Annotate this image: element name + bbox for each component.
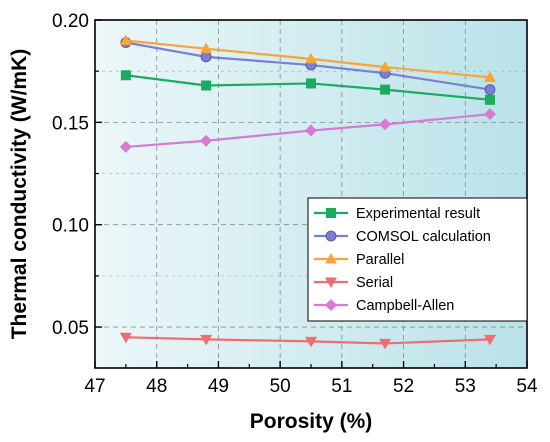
data-point [379, 338, 392, 350]
x-tick-label: 52 [393, 376, 414, 397]
x-tick-label: 49 [208, 376, 229, 397]
data-point [200, 134, 213, 147]
legend-label: Experimental result [356, 206, 480, 222]
y-axis-title: Thermal conductivity (W/mK) [8, 49, 31, 340]
data-point [379, 61, 392, 72]
x-tick-label: 48 [146, 376, 167, 397]
legend-label: COMSOL calculation [356, 229, 491, 245]
legend-item-serial: Serial [314, 275, 393, 291]
series-campbell-allen [119, 108, 496, 153]
data-point [201, 80, 212, 91]
legend-marker [325, 253, 337, 264]
x-tick-label: 51 [331, 376, 352, 397]
data-point [200, 42, 213, 54]
data-point [200, 334, 213, 346]
data-point [483, 71, 496, 82]
data-point [380, 84, 391, 95]
legend-marker [325, 277, 337, 288]
data-point [200, 51, 212, 63]
legend-item-comsol-calculation: COMSOL calculation [314, 229, 491, 245]
legend-label: Serial [356, 275, 393, 291]
legend-marker [325, 230, 337, 242]
y-tick-label: 0.10 [52, 216, 89, 237]
series-experimental-result [120, 70, 495, 105]
data-point [483, 108, 496, 121]
data-point [483, 334, 496, 346]
data-point [306, 78, 316, 89]
x-tick-label: 54 [516, 376, 538, 397]
y-tick-label: 0.05 [52, 318, 89, 339]
x-tick-label: 47 [84, 376, 105, 397]
legend-label: Parallel [356, 252, 404, 268]
data-point [119, 332, 132, 344]
data-point [119, 34, 132, 45]
x-tick-label: 50 [270, 376, 291, 397]
data-point [120, 70, 131, 81]
series-serial [119, 332, 496, 350]
data-point [484, 94, 495, 105]
y-tick-label: 0.15 [52, 113, 89, 134]
data-point [119, 140, 132, 153]
x-tick-label: 53 [455, 376, 476, 397]
legend-marker [325, 299, 337, 311]
data-point [305, 52, 317, 64]
series-parallel [119, 34, 496, 82]
y-tick-label: 0.20 [52, 11, 89, 32]
legend-item-campbell-allen: Campbell-Allen [314, 298, 454, 314]
data-point [305, 124, 317, 137]
data-point [484, 84, 496, 95]
legend-item-experimental-result: Experimental result [314, 206, 480, 222]
legend-item-parallel: Parallel [314, 252, 404, 268]
data-point [305, 336, 317, 348]
data-point [379, 118, 392, 131]
legend-label: Campbell-Allen [356, 298, 454, 314]
legend-marker [326, 208, 336, 218]
x-axis-title: Porosity (%) [250, 410, 373, 433]
